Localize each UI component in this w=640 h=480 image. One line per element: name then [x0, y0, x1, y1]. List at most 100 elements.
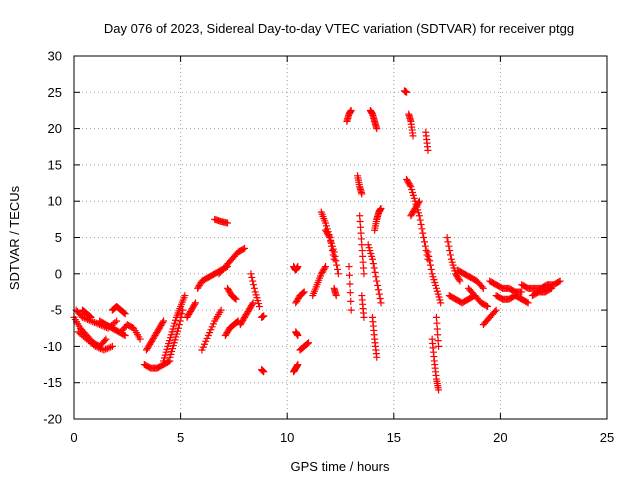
data-point	[232, 295, 240, 303]
data-point	[79, 313, 87, 321]
data-point	[426, 261, 434, 269]
data-point	[556, 277, 564, 285]
data-point	[334, 270, 342, 278]
x-tick-label: 20	[493, 430, 507, 445]
data-point	[179, 306, 187, 314]
data-point	[159, 318, 167, 326]
data-point	[345, 271, 353, 279]
data-point	[248, 300, 256, 308]
data-point	[415, 197, 423, 205]
data-point	[250, 284, 258, 292]
data-point	[299, 289, 307, 297]
y-tick-label: -20	[43, 412, 62, 427]
y-tick-label: 0	[55, 266, 62, 281]
data-point	[419, 229, 427, 237]
data-point	[294, 361, 302, 369]
x-tick-label: 5	[177, 430, 184, 445]
data-point	[420, 234, 428, 241]
data-point	[120, 309, 128, 317]
data-point	[102, 345, 110, 353]
data-point	[368, 255, 376, 263]
data-point	[456, 277, 464, 285]
data-point	[89, 318, 97, 326]
data-point	[85, 312, 93, 320]
data-point	[347, 306, 355, 314]
data-points	[70, 87, 564, 394]
data-point	[102, 335, 110, 343]
data-point	[548, 284, 556, 292]
data-point	[415, 199, 423, 207]
data-point	[426, 257, 434, 265]
data-point	[415, 212, 423, 220]
y-tick-label: -10	[43, 339, 62, 354]
data-point	[333, 261, 341, 269]
data-point	[491, 308, 499, 316]
data-point	[192, 299, 200, 307]
data-point	[80, 314, 88, 322]
data-point	[484, 302, 492, 310]
data-point	[86, 313, 94, 321]
data-point	[175, 321, 183, 329]
data-point	[418, 225, 426, 233]
data-point	[478, 283, 486, 291]
data-point	[305, 339, 313, 347]
x-tick-label: 10	[280, 430, 294, 445]
data-point	[518, 288, 526, 296]
data-point	[376, 294, 384, 302]
data-point	[424, 146, 432, 154]
data-point	[224, 219, 232, 227]
data-point	[427, 265, 435, 273]
data-point	[255, 302, 263, 310]
data-point	[373, 277, 381, 285]
data-point	[435, 342, 443, 350]
plot-frame	[73, 55, 608, 420]
data-point	[346, 289, 354, 297]
data-point	[90, 318, 98, 326]
data-point	[445, 242, 453, 250]
data-point	[555, 278, 563, 286]
x-tick-label: 15	[387, 430, 401, 445]
data-point	[369, 260, 377, 268]
data-point	[121, 332, 129, 340]
data-point	[321, 264, 329, 272]
y-tick-label: -15	[43, 375, 62, 390]
data-point	[358, 190, 366, 198]
data-point	[111, 318, 119, 326]
data-point	[421, 242, 429, 250]
data-point	[300, 288, 308, 296]
data-point	[217, 306, 225, 314]
data-point	[174, 324, 182, 332]
y-tick-label: 20	[48, 121, 62, 136]
data-point	[87, 313, 95, 321]
data-point	[136, 335, 144, 343]
data-point	[91, 342, 99, 350]
data-point	[360, 313, 368, 321]
data-point	[373, 353, 381, 361]
y-axis-label: SDTVAR / TECUs	[7, 185, 22, 290]
data-point	[416, 216, 424, 224]
data-point	[165, 358, 173, 366]
data-point	[177, 313, 185, 321]
data-point	[119, 308, 127, 316]
data-point	[347, 106, 355, 114]
data-point	[330, 248, 338, 256]
data-point	[113, 317, 121, 325]
x-axis-label: GPS time / hours	[291, 459, 390, 474]
chart-title: Day 076 of 2023, Sidereal Day-to-day VTE…	[104, 21, 574, 36]
data-point	[299, 289, 307, 297]
data-point	[443, 234, 451, 241]
data-point	[346, 280, 354, 288]
x-axis-ticks: 0 5 10 15 20 25	[70, 56, 614, 445]
data-point	[230, 294, 238, 302]
data-point	[360, 270, 368, 278]
data-point	[232, 318, 240, 326]
data-point	[294, 332, 302, 340]
data-point	[447, 251, 455, 259]
data-point	[107, 343, 115, 351]
y-tick-label: -5	[50, 303, 62, 318]
data-point	[322, 263, 330, 271]
data-point	[100, 346, 108, 354]
y-tick-label: 10	[48, 194, 62, 209]
data-point	[249, 277, 257, 285]
